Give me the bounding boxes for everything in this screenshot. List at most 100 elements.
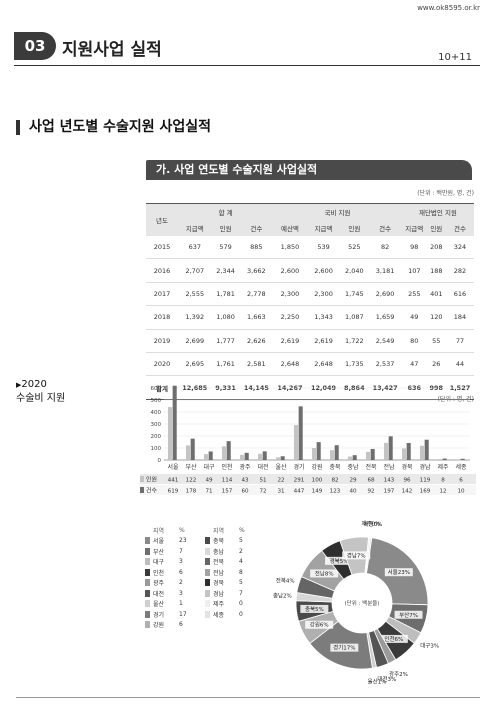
group-header-national: 국비 지원	[273, 203, 402, 220]
series-value: 43	[241, 478, 249, 484]
legend-swatch	[145, 600, 150, 608]
bar-건수	[334, 445, 339, 460]
column-header: 지급액	[306, 220, 341, 236]
value-cell: 637	[178, 236, 212, 260]
bar-인원	[203, 454, 209, 460]
pie-label-bg	[342, 551, 371, 560]
pie-label: 충남2%	[273, 591, 292, 599]
series-value: 441	[168, 478, 179, 484]
series-value: 68	[367, 478, 375, 484]
series-value: 100	[312, 478, 323, 484]
value-cell: 1,343	[306, 305, 341, 330]
section-number-badge: 03	[14, 32, 56, 60]
side-label: ▶2020 수술비 지원	[16, 378, 65, 405]
series-value: 169	[420, 489, 431, 495]
bar-건수	[388, 436, 393, 460]
legend-swatch	[205, 537, 210, 545]
total-cell: 12,049	[306, 375, 341, 400]
series-value: 619	[168, 489, 179, 495]
legend-region: 대전	[153, 590, 165, 598]
year-cell: 2019	[146, 329, 178, 353]
section-divider	[14, 65, 480, 66]
legend-percent: 6	[179, 621, 183, 629]
table-row: 2016 2,707 2,344 3,662 2,600 2,600 2,040 3,181 1…	[146, 258, 474, 283]
value-cell: 1,080	[211, 305, 240, 330]
legend-swatch	[205, 610, 210, 618]
value-cell: 26	[426, 352, 446, 377]
triangle-bullet-icon: ▶	[16, 381, 22, 389]
value-cell: 120	[426, 305, 446, 330]
x-tick-label: 울산	[275, 463, 287, 471]
legend-region: 경남	[213, 590, 225, 598]
series-value: 96	[403, 478, 411, 484]
value-cell: 2,690	[368, 282, 402, 307]
value-cell: 885	[239, 236, 274, 260]
value-cell: 2,626	[239, 329, 274, 353]
legend-percent: 2	[239, 547, 243, 555]
value-cell: 2,600	[273, 258, 307, 283]
series-value: 82	[331, 478, 338, 484]
x-tick-label: 충남	[347, 463, 359, 471]
legend-swatch	[205, 568, 210, 576]
value-cell: 2,648	[306, 352, 341, 377]
legend-row: 대전 3 경남 7	[145, 588, 265, 599]
total-cell: 12,685	[178, 375, 212, 400]
value-cell: 3,181	[368, 258, 402, 283]
value-cell: 98	[401, 236, 427, 260]
bar-인원	[347, 456, 353, 460]
pie-label: 서울23%	[388, 568, 410, 576]
year-cell: 2016	[146, 258, 178, 283]
legend-swatch	[145, 579, 150, 587]
pie-label: 경북5%	[330, 558, 349, 565]
legend-region: 세종	[213, 611, 225, 619]
value-cell: 188	[426, 258, 446, 283]
series-value: 122	[186, 478, 197, 484]
value-cell: 1,781	[211, 282, 240, 307]
bar-인원	[275, 457, 281, 460]
value-cell: 616	[445, 282, 474, 307]
series-value: 40	[349, 489, 357, 495]
value-cell: 1,722	[340, 329, 369, 353]
value-cell: 1,745	[340, 282, 369, 307]
value-cell: 2,695	[178, 352, 212, 377]
legend-row: 대구 3 전북 4	[145, 557, 265, 568]
legend-percent: 6	[179, 568, 183, 576]
value-cell: 1,663	[239, 305, 274, 330]
value-cell: 55	[426, 329, 446, 353]
bar-건수	[460, 458, 465, 460]
series-swatch	[140, 476, 144, 482]
y-tick-label: 100	[151, 446, 162, 452]
legend-swatch	[205, 579, 210, 587]
legend-region: 울산	[153, 601, 165, 609]
value-cell: 324	[445, 236, 474, 260]
group-header-total: 합 계	[178, 203, 274, 220]
value-cell: 2,581	[239, 352, 274, 377]
pie-label-bg	[394, 610, 423, 619]
column-header: 인원	[426, 220, 446, 236]
legend-percent: 2	[179, 579, 183, 587]
series-value: 92	[367, 489, 374, 495]
series-value: 142	[402, 489, 413, 495]
total-cell: 14,145	[239, 375, 274, 400]
legend-row: 광주 2 경북 5	[145, 578, 265, 589]
value-cell: 2,707	[178, 258, 212, 283]
bar-건수	[190, 438, 195, 460]
bar-인원	[239, 454, 245, 460]
pie-label: 경남7%	[347, 551, 366, 559]
bar-인원	[167, 407, 173, 460]
series-value: 8	[441, 478, 445, 484]
legend-swatch	[145, 610, 150, 618]
series-value: 49	[205, 478, 213, 484]
value-cell: 107	[401, 258, 427, 283]
x-tick-label: 광주	[239, 464, 251, 471]
series-value: 291	[294, 478, 305, 484]
value-cell: 208	[426, 236, 446, 260]
value-cell: 3,662	[239, 258, 274, 283]
pie-label-bg	[300, 604, 329, 613]
legend-percent: 7	[179, 547, 183, 555]
legend-region: 충북	[213, 538, 225, 546]
value-cell: 539	[306, 236, 341, 260]
page-number: 10+11	[438, 52, 472, 63]
value-cell: 1,392	[178, 305, 212, 330]
pie-label-bg	[305, 620, 334, 629]
